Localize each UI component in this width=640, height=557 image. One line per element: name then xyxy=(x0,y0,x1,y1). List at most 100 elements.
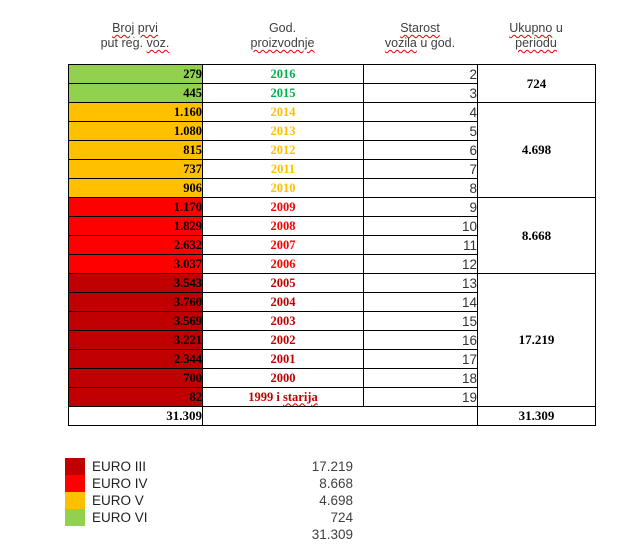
column-header-line: put reg. voz. xyxy=(100,36,170,50)
table-row: 1.829 2008 10 xyxy=(68,216,596,236)
vehicle-age-cell: 3 xyxy=(363,83,478,103)
legend-total-row: 31.309 xyxy=(65,526,353,543)
registered-count-cell: 815 xyxy=(68,140,203,160)
legend-item: EURO III 17.219 xyxy=(65,458,353,475)
legend-label: EURO V xyxy=(92,493,144,508)
period-total-cell: 17.219 xyxy=(477,273,596,407)
vehicle-age-cell: 2 xyxy=(363,64,478,84)
legend-label: EURO III xyxy=(92,459,147,474)
legend-label: EURO IV xyxy=(92,476,148,491)
table-row: 3.543 2005 13 17.219 xyxy=(68,273,596,407)
vehicle-age-cell: 4 xyxy=(363,102,478,122)
production-year-cell: 2006 xyxy=(202,254,364,274)
production-year-cell: 2012 xyxy=(202,140,364,160)
legend-value: 17.219 xyxy=(311,459,353,474)
vehicle-age-cell: 19 xyxy=(363,387,478,407)
column-header-line: God. xyxy=(268,21,297,35)
registered-count-cell: 1.160 xyxy=(68,102,203,122)
production-year-cell: 2014 xyxy=(202,102,364,122)
column-header-line: Starost xyxy=(400,21,440,35)
euro-legend: EURO III 17.219 EURO IV 8.668 EURO V 4.698 EUR… xyxy=(65,458,353,543)
total-row-spacer xyxy=(202,406,478,426)
production-year-cell: 2010 xyxy=(202,178,364,198)
production-year-cell: 2011 xyxy=(202,159,364,179)
vehicle-age-cell: 8 xyxy=(363,178,478,198)
registered-count-cell: 1.170 xyxy=(68,197,203,217)
registered-count-cell: 82 xyxy=(68,387,203,407)
column-header-production-year: God. proizvodnje xyxy=(202,21,363,51)
production-year-cell: 2001 xyxy=(202,349,364,369)
legend-color-swatch xyxy=(65,509,85,526)
column-header-period-total: Ukupno u periodu xyxy=(477,21,595,51)
production-year-cell: 2000 xyxy=(202,368,364,388)
table-row: 1.080 2013 5 xyxy=(68,121,596,141)
legend-color-swatch xyxy=(65,475,85,492)
registered-count-cell: 2.344 xyxy=(68,349,203,369)
legend-color-swatch xyxy=(65,458,85,475)
legend-value: 4.698 xyxy=(319,493,353,508)
production-year-cell: 2008 xyxy=(202,216,364,236)
legend-total-value: 31.309 xyxy=(311,527,353,542)
table-row: 3.569 2003 15 xyxy=(68,311,596,331)
table-row: 2.632 2007 11 xyxy=(68,235,596,255)
registered-count-cell: 906 xyxy=(68,178,203,198)
production-year-cell: 2004 xyxy=(202,292,364,312)
vehicle-age-cell: 18 xyxy=(363,368,478,388)
vehicle-age-cell: 7 xyxy=(363,159,478,179)
column-header-vehicle-age: Starost vozila u god. xyxy=(363,21,477,51)
vehicle-age-cell: 11 xyxy=(363,235,478,255)
table-row: 1.160 2014 4 4.698 xyxy=(68,102,596,198)
vehicle-age-cell: 13 xyxy=(363,273,478,293)
table-row: 445 2015 3 xyxy=(68,83,596,103)
vehicle-age-cell: 6 xyxy=(363,140,478,160)
production-year-cell: 1999 i starija xyxy=(202,387,364,407)
period-total-cell: 8.668 xyxy=(477,197,596,274)
legend-value: 8.668 xyxy=(319,476,353,491)
registered-count-cell: 737 xyxy=(68,159,203,179)
registered-count-cell: 445 xyxy=(68,83,203,103)
period-grand-total: 31.309 xyxy=(477,406,596,426)
legend-item: EURO VI 724 xyxy=(65,509,353,526)
production-year-cell: 2015 xyxy=(202,83,364,103)
vehicle-age-cell: 10 xyxy=(363,216,478,236)
vehicle-age-cell: 17 xyxy=(363,349,478,369)
registered-count-cell: 1.829 xyxy=(68,216,203,236)
legend-item: EURO IV 8.668 xyxy=(65,475,353,492)
production-year-cell: 2005 xyxy=(202,273,364,293)
production-year-cell: 2002 xyxy=(202,330,364,350)
table-row: 3.037 2006 12 xyxy=(68,254,596,274)
table-row: 906 2010 8 xyxy=(68,178,596,198)
column-header-line: vozila u god. xyxy=(384,36,456,50)
registered-count-cell: 3.543 xyxy=(68,273,203,293)
production-year-cell: 2003 xyxy=(202,311,364,331)
vehicle-age-cell: 9 xyxy=(363,197,478,217)
column-header-line: periodu xyxy=(515,36,557,50)
production-year-cell: 2013 xyxy=(202,121,364,141)
production-year-cell: 2009 xyxy=(202,197,364,217)
table-row: 279 2016 2 724 xyxy=(68,64,596,103)
table-row: 700 2000 18 xyxy=(68,368,596,388)
period-total-cell: 724 xyxy=(477,64,596,103)
total-row: 31.309 31.309 xyxy=(68,406,596,426)
legend-item: EURO V 4.698 xyxy=(65,492,353,509)
vehicle-age-cell: 5 xyxy=(363,121,478,141)
vehicle-age-cell: 16 xyxy=(363,330,478,350)
registered-count-cell: 2.632 xyxy=(68,235,203,255)
table-column-headers: Broj prvi put reg. voz. God. proizvodnje Sta… xyxy=(68,21,595,51)
period-total-cell: 4.698 xyxy=(477,102,596,198)
table-row: 3.221 2002 16 xyxy=(68,330,596,350)
legend-value: 724 xyxy=(330,510,353,525)
registered-count-cell: 3.760 xyxy=(68,292,203,312)
registered-count-cell: 3.037 xyxy=(68,254,203,274)
registered-count-cell: 279 xyxy=(68,64,203,84)
production-year-cell: 2016 xyxy=(202,64,364,84)
table-row: 737 2011 7 xyxy=(68,159,596,179)
vehicle-age-cell: 14 xyxy=(363,292,478,312)
registered-count-cell: 1.080 xyxy=(68,121,203,141)
vehicle-age-cell: 15 xyxy=(363,311,478,331)
registered-count-cell: 700 xyxy=(68,368,203,388)
table-row: 1.170 2009 9 8.668 xyxy=(68,197,596,274)
column-header-registered-count: Broj prvi put reg. voz. xyxy=(68,21,202,51)
column-header-line: proizvodnje xyxy=(250,36,315,50)
